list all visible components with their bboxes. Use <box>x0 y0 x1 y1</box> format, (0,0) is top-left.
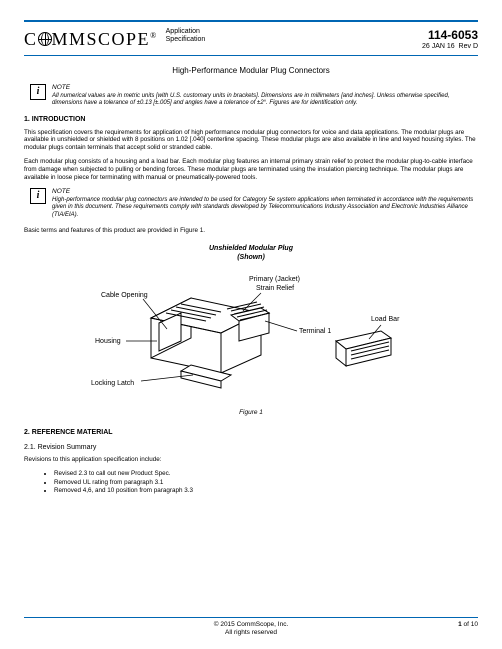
header: CMMSCOPE® Application Specification 114-… <box>24 28 478 52</box>
label-primary-l2: Strain Relief <box>256 285 294 292</box>
list-item: Removed UL rating from paragraph 3.1 <box>54 479 478 488</box>
note-2-body: NOTE High-performance modular plug conne… <box>52 188 478 220</box>
page-title: High-Performance Modular Plug Connectors <box>24 66 478 76</box>
page-of: of <box>462 621 471 628</box>
note-1: i NOTE All numerical values are in metri… <box>30 84 478 108</box>
page: CMMSCOPE® Application Specification 114-… <box>0 0 502 649</box>
load-bar <box>336 331 391 366</box>
figure-title-l2: (Shown) <box>237 254 265 263</box>
registered-mark: ® <box>150 31 158 40</box>
sec1-p1: This specification covers the requiremen… <box>24 129 478 153</box>
info-icon: i <box>30 84 46 100</box>
sec2-lead: Revisions to this application specificat… <box>24 456 478 464</box>
header-right: 114-6053 26 JAN 16 Rev D <box>422 28 478 52</box>
figure-1: Unshielded Modular Plug (Shown) <box>24 245 478 423</box>
rights: All rights reserved <box>84 629 418 637</box>
sec2-heading: 2. REFERENCE MATERIAL <box>24 429 478 438</box>
figure-svg: Cable Opening Housing Locking Latch Prim… <box>81 263 421 403</box>
page-total: 10 <box>471 621 478 628</box>
footer: © 2015 CommScope, Inc. All rights reserv… <box>24 617 478 637</box>
note-1-body: NOTE All numerical values are in metric … <box>52 84 478 108</box>
doc-type-l2: Specification <box>166 36 206 44</box>
after-note2: Basic terms and features of this product… <box>24 227 478 235</box>
figure-title-l1: Unshielded Modular Plug <box>209 245 293 254</box>
footer-page: 1 of 10 <box>418 621 478 629</box>
footer-row: © 2015 CommScope, Inc. All rights reserv… <box>24 621 478 637</box>
note-1-label: NOTE <box>52 84 478 92</box>
doc-date-val: 26 JAN 16 <box>422 43 455 50</box>
label-loadbar: Load Bar <box>371 316 400 323</box>
note-2: i NOTE High-performance modular plug con… <box>30 188 478 220</box>
label-locking-latch: Locking Latch <box>91 380 134 387</box>
revision-list: Revised 2.3 to call out new Product Spec… <box>54 470 478 496</box>
rule-top <box>24 20 478 22</box>
doc-rev: Rev D <box>459 43 478 50</box>
rule-header <box>24 55 478 56</box>
doc-date: 26 JAN 16 Rev D <box>422 43 478 52</box>
logo: CMMSCOPE® <box>24 28 158 51</box>
list-item: Revised 2.3 to call out new Product Spec… <box>54 470 478 479</box>
label-terminal1: Terminal 1 <box>299 328 331 335</box>
info-icon: i <box>30 188 46 204</box>
header-left: CMMSCOPE® Application Specification <box>24 28 205 51</box>
sec1-p2: Each modular plug consists of a housing … <box>24 158 478 182</box>
sec1-heading: 1. INTRODUCTION <box>24 116 478 125</box>
figure-caption: Figure 1 <box>239 409 263 417</box>
doc-type: Application Specification <box>166 28 206 45</box>
copyright: © 2015 CommScope, Inc. <box>84 621 418 629</box>
plug-body <box>151 298 270 388</box>
doc-type-l1: Application <box>166 28 206 36</box>
doc-number: 114-6053 <box>422 28 478 43</box>
sec2-sub1: 2.1. Revision Summary <box>24 444 478 453</box>
note-2-label: NOTE <box>52 188 478 196</box>
list-item: Removed 4,6, and 10 position from paragr… <box>54 487 478 496</box>
note-1-text: All numerical values are in metric units… <box>52 93 478 108</box>
globe-icon <box>38 32 52 46</box>
label-primary-l1: Primary (Jacket) <box>249 276 300 283</box>
rule-footer <box>24 617 478 618</box>
label-cable-opening: Cable Opening <box>101 292 148 299</box>
label-housing: Housing <box>95 338 121 345</box>
footer-center: © 2015 CommScope, Inc. All rights reserv… <box>84 621 418 637</box>
note-2-text: High-performance modular plug connectors… <box>52 197 478 220</box>
